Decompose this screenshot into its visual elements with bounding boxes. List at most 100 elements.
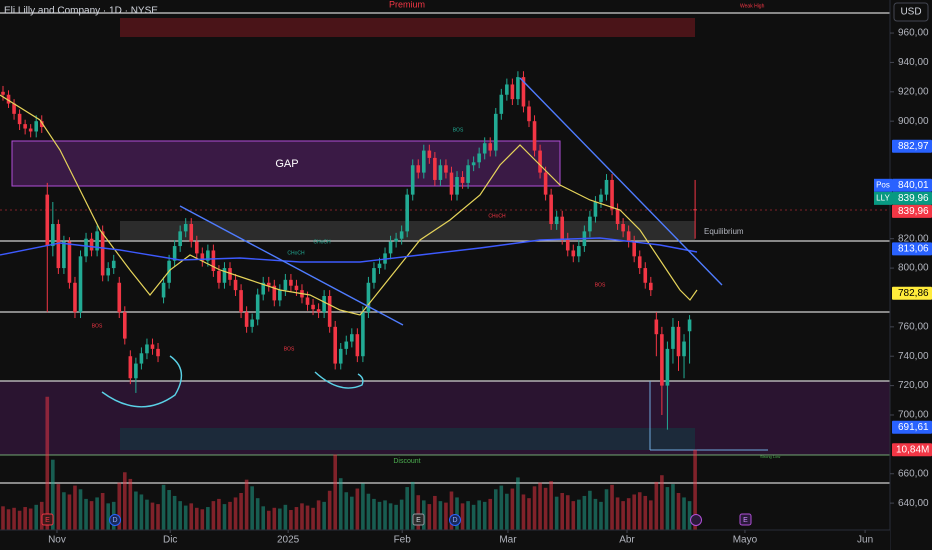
volume-bar bbox=[471, 504, 476, 530]
currency-button[interactable] bbox=[893, 2, 929, 22]
volume-bar bbox=[84, 498, 88, 530]
gap-label: GAP bbox=[275, 158, 298, 170]
candle-body bbox=[134, 363, 138, 379]
y-tick-label: 640,00 bbox=[898, 498, 929, 509]
candle-body bbox=[278, 290, 282, 301]
trend-line bbox=[179, 205, 404, 326]
volume-bar bbox=[283, 504, 288, 530]
volume-bar bbox=[482, 501, 487, 530]
volume-bar bbox=[654, 481, 659, 530]
candle-body bbox=[244, 312, 249, 327]
volume-badge-label: 10,84M bbox=[896, 444, 929, 455]
price-badge bbox=[892, 420, 932, 434]
volume-bar bbox=[6, 509, 11, 530]
currency[interactable]: USD bbox=[900, 7, 921, 18]
volume-bar bbox=[266, 510, 271, 530]
volume-bar bbox=[222, 504, 227, 530]
volume-bar bbox=[178, 501, 182, 530]
premium-zone bbox=[120, 18, 695, 37]
y-tick-label: 760,00 bbox=[898, 321, 929, 332]
volume-bar bbox=[45, 396, 50, 530]
candle-body bbox=[643, 268, 648, 283]
volume-bar bbox=[145, 499, 149, 530]
candle-body bbox=[654, 319, 659, 335]
candle-body bbox=[23, 124, 27, 129]
candle-body bbox=[554, 216, 559, 225]
volume-bar bbox=[156, 504, 160, 530]
candle-body bbox=[543, 172, 548, 195]
event-label[interactable]: E bbox=[743, 517, 748, 524]
badge-tag: Pos bbox=[876, 180, 890, 189]
candle-body bbox=[217, 271, 221, 283]
candle-body bbox=[427, 150, 432, 158]
candle-body bbox=[477, 153, 481, 163]
volume-bar bbox=[505, 493, 509, 530]
volume-bar bbox=[316, 500, 321, 530]
event-marker[interactable] bbox=[449, 514, 461, 526]
candle-body bbox=[266, 282, 271, 286]
candle-body bbox=[444, 165, 448, 173]
candle-body bbox=[194, 241, 199, 254]
event-label[interactable]: E bbox=[416, 517, 421, 524]
candle-body bbox=[56, 224, 61, 269]
volume-bar bbox=[427, 504, 432, 530]
volume-bar bbox=[1, 506, 5, 530]
event-marker[interactable] bbox=[412, 513, 425, 526]
candle-body bbox=[222, 268, 227, 283]
discount-label: Discount bbox=[393, 458, 420, 465]
candle-body bbox=[571, 250, 576, 257]
event-marker[interactable] bbox=[109, 514, 121, 526]
structure-label: CHoCH bbox=[488, 213, 506, 219]
y-tick-label: 740,00 bbox=[898, 351, 929, 362]
event-marker[interactable] bbox=[41, 513, 54, 526]
event-label[interactable]: D bbox=[452, 517, 457, 524]
volume-bar bbox=[577, 499, 581, 530]
weak-high-label: Weak High bbox=[740, 3, 765, 9]
volume-bar bbox=[383, 500, 387, 530]
structure-label: BOS bbox=[453, 127, 464, 133]
strong-low-zone bbox=[120, 428, 695, 450]
volume-bar bbox=[344, 492, 349, 530]
volume-bar bbox=[610, 484, 614, 530]
structure-label: CHoCH bbox=[313, 239, 331, 245]
price-badge-label: 839,96 bbox=[898, 206, 929, 217]
volume-bar bbox=[455, 497, 459, 530]
candle-body bbox=[316, 309, 321, 313]
price-badge bbox=[892, 178, 932, 192]
drawing-curve bbox=[101, 355, 183, 408]
event-marker[interactable] bbox=[739, 513, 752, 526]
volume-bar bbox=[626, 498, 631, 530]
candle-body bbox=[156, 348, 160, 357]
volume-bar bbox=[150, 502, 155, 530]
candle-body bbox=[416, 165, 421, 173]
candle-body bbox=[322, 295, 326, 313]
candle-body bbox=[449, 172, 454, 195]
candle-body bbox=[6, 94, 11, 104]
candle-body bbox=[255, 294, 260, 320]
candle-body bbox=[532, 121, 537, 151]
volume-bar bbox=[128, 478, 133, 530]
volume-bar bbox=[671, 484, 675, 530]
candle-body bbox=[565, 238, 570, 251]
candle-body bbox=[67, 241, 72, 283]
volume-bar bbox=[73, 485, 77, 530]
volume-bar bbox=[67, 494, 72, 530]
candle-body bbox=[206, 250, 210, 261]
volume-bar bbox=[278, 508, 282, 530]
candle-body bbox=[637, 256, 642, 269]
event-marker[interactable] bbox=[690, 514, 702, 526]
x-tick-label: Mar bbox=[499, 535, 517, 546]
candle-body bbox=[1, 91, 5, 95]
candle-body bbox=[250, 319, 254, 327]
candle-body bbox=[493, 113, 498, 151]
candle-body bbox=[111, 260, 116, 269]
event-label[interactable]: D bbox=[112, 517, 117, 524]
candle-body bbox=[17, 113, 22, 125]
volume-bar bbox=[632, 494, 636, 530]
candle-body bbox=[527, 106, 531, 122]
candle-body bbox=[183, 224, 188, 232]
event-label[interactable]: E bbox=[45, 517, 50, 524]
candle-body bbox=[161, 282, 166, 298]
candle-body bbox=[460, 177, 465, 183]
